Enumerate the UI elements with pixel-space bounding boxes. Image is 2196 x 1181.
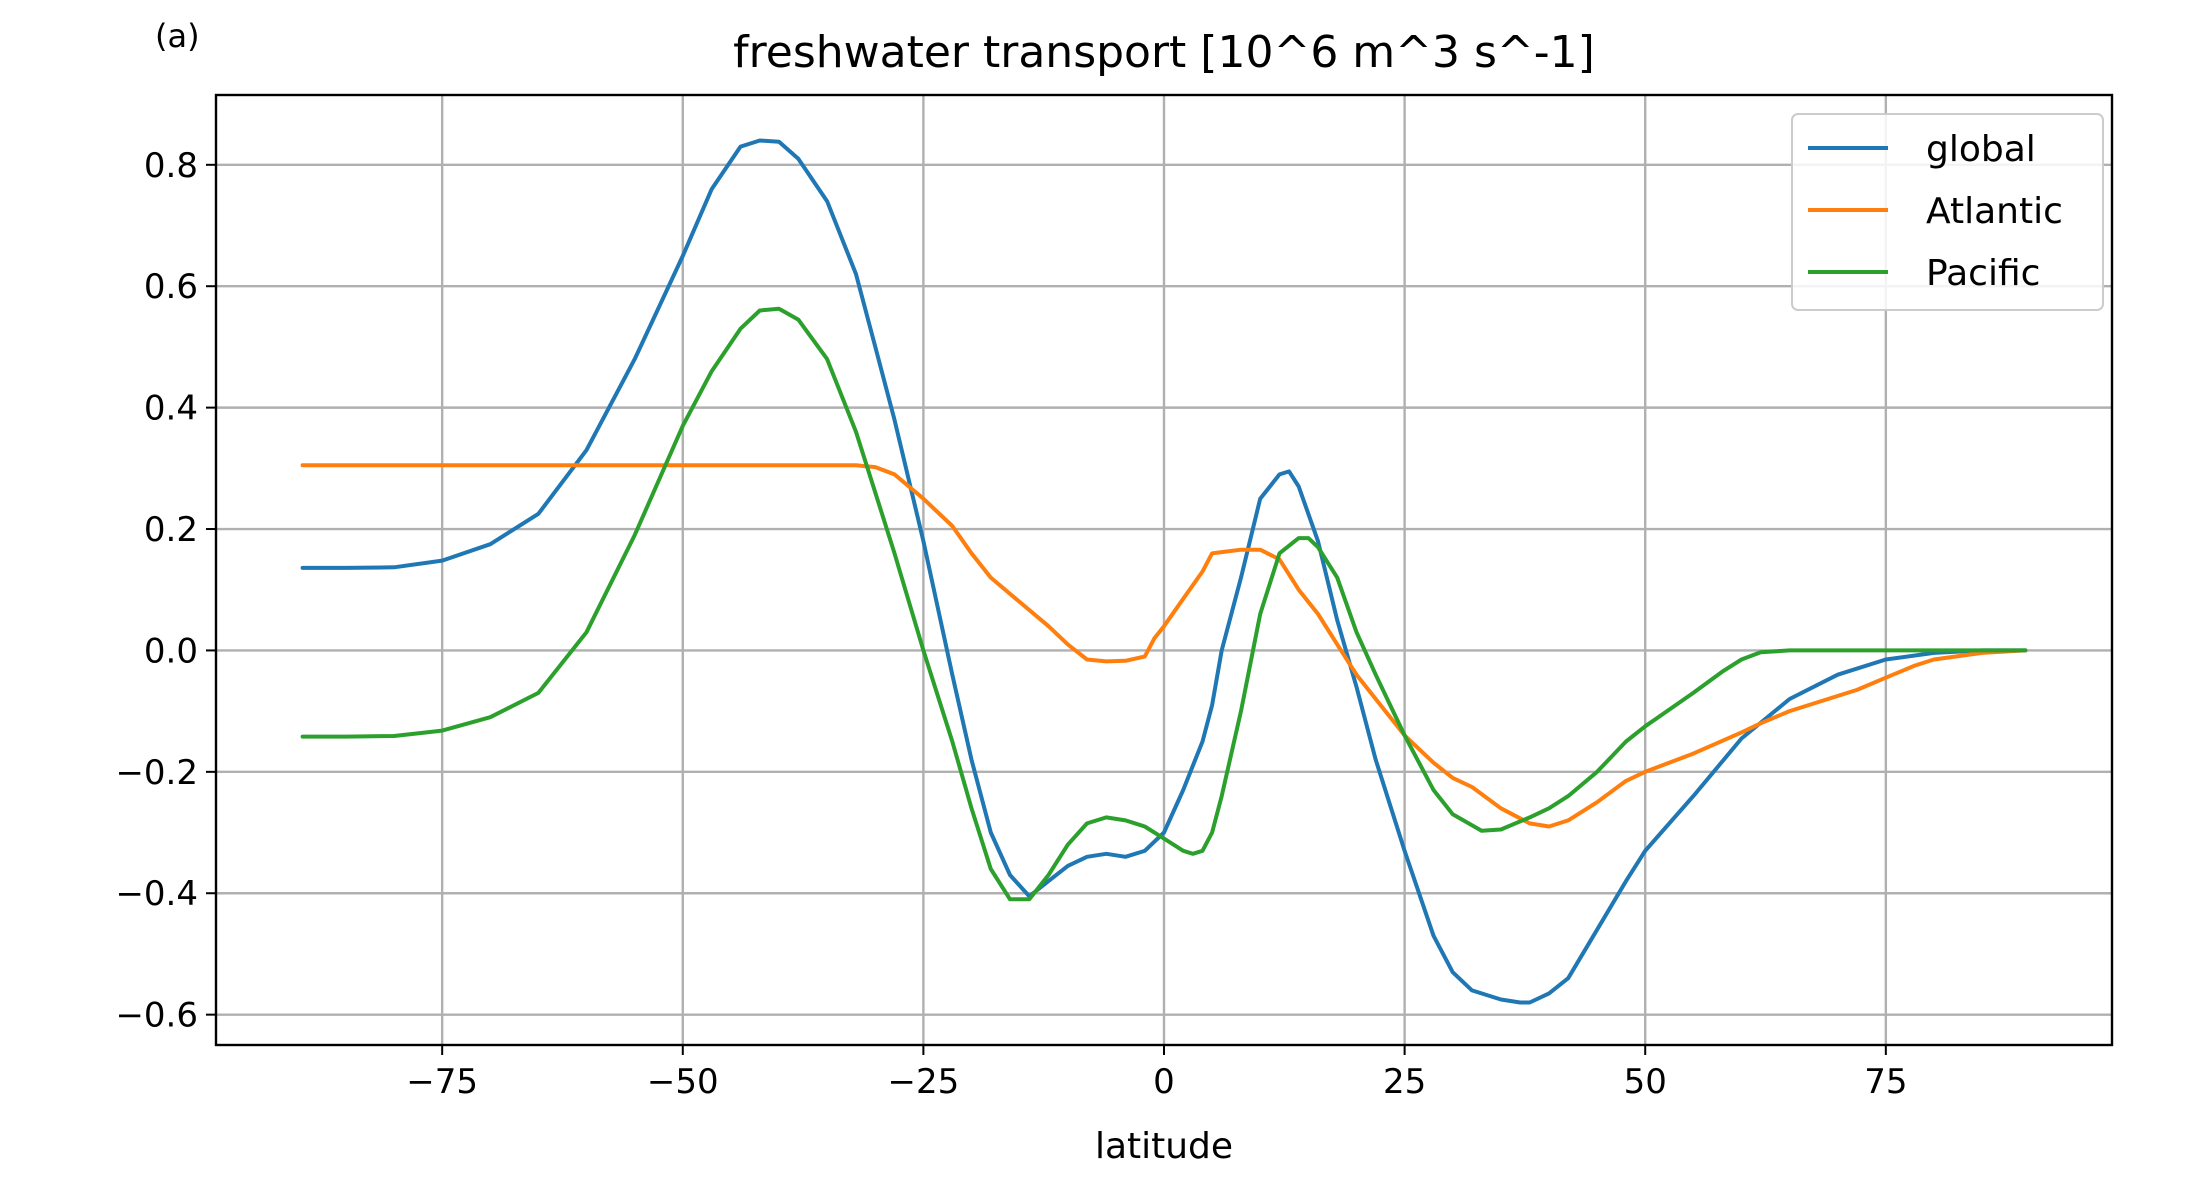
y-tick-label: 0.4: [144, 389, 198, 429]
series-line-pacific: [300, 306, 2028, 902]
x-tick-label: 50: [1624, 1062, 1667, 1102]
x-tick-label: −50: [647, 1062, 719, 1102]
y-tick-label: 0.8: [144, 146, 198, 186]
x-tick-label: −25: [888, 1062, 960, 1102]
grid: [216, 95, 2112, 1045]
chart-title: freshwater transport [10^6 m^3 s^-1]: [733, 27, 1595, 78]
x-tick-label: 75: [1864, 1062, 1907, 1102]
legend-label-pacific: Pacific: [1926, 253, 2040, 294]
x-axis-label: latitude: [1095, 1126, 1233, 1167]
y-tick-label: 0.2: [144, 510, 198, 550]
y-tick-label: −0.2: [115, 753, 198, 793]
y-tick-label: −0.6: [115, 996, 198, 1036]
y-tick-label: 0.6: [144, 267, 198, 307]
panel-label: (a): [155, 17, 200, 55]
y-tick-label: −0.4: [115, 874, 198, 914]
legend-box: [1791, 113, 2104, 311]
ticks: −75 −50 −25 0 25 50 75 0.8 0.6 0.4 0.2 0.0 −0.2 −0.4 −…: [115, 146, 1907, 1102]
series-line-atlantic: [300, 463, 2028, 829]
x-tick-label: −75: [406, 1062, 478, 1102]
legend-label-atlantic: Atlantic: [1926, 191, 2063, 232]
x-tick-label: 0: [1153, 1062, 1175, 1102]
series-layer: [300, 138, 2028, 1005]
x-tick-label: 25: [1383, 1062, 1426, 1102]
legend: global Atlantic Pacific: [1791, 113, 2104, 311]
legend-label-global: global: [1926, 129, 2036, 170]
y-tick-label: 0.0: [144, 631, 198, 671]
series-line-global: [300, 138, 2028, 1005]
